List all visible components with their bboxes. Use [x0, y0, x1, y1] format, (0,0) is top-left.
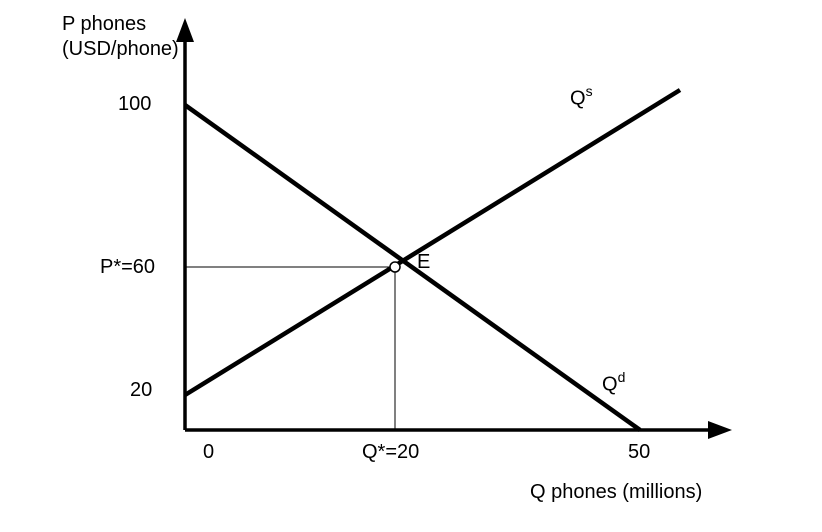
y-axis-title-line1: P phones [62, 13, 146, 35]
y-tick-20: 20 [130, 378, 152, 403]
x-tick-50: 50 [628, 440, 650, 465]
demand-label: Qd [602, 370, 625, 398]
supply-label: Qs [570, 84, 593, 112]
supply-demand-chart: P phones (USD/phone) 100 P*=60 20 0 Q*=2… [0, 0, 822, 532]
supply-label-base: Q [570, 88, 586, 110]
x-axis-title: Q phones (millions) [530, 480, 702, 505]
y-tick-100: 100 [118, 92, 151, 117]
supply-curve [185, 90, 680, 395]
x-tick-0: 0 [203, 440, 214, 465]
demand-label-base: Q [602, 374, 618, 396]
demand-label-sup: d [618, 369, 626, 385]
x-tick-qstar: Q*=20 [362, 440, 419, 465]
y-axis-title-line2: (USD/phone) [62, 38, 179, 60]
supply-label-sup: s [586, 83, 593, 99]
equilibrium-label: E [417, 250, 430, 275]
y-axis-title: P phones (USD/phone) [62, 12, 179, 62]
y-tick-pstar: P*=60 [100, 255, 155, 280]
equilibrium-point [390, 262, 400, 272]
x-axis-arrow [708, 421, 732, 439]
